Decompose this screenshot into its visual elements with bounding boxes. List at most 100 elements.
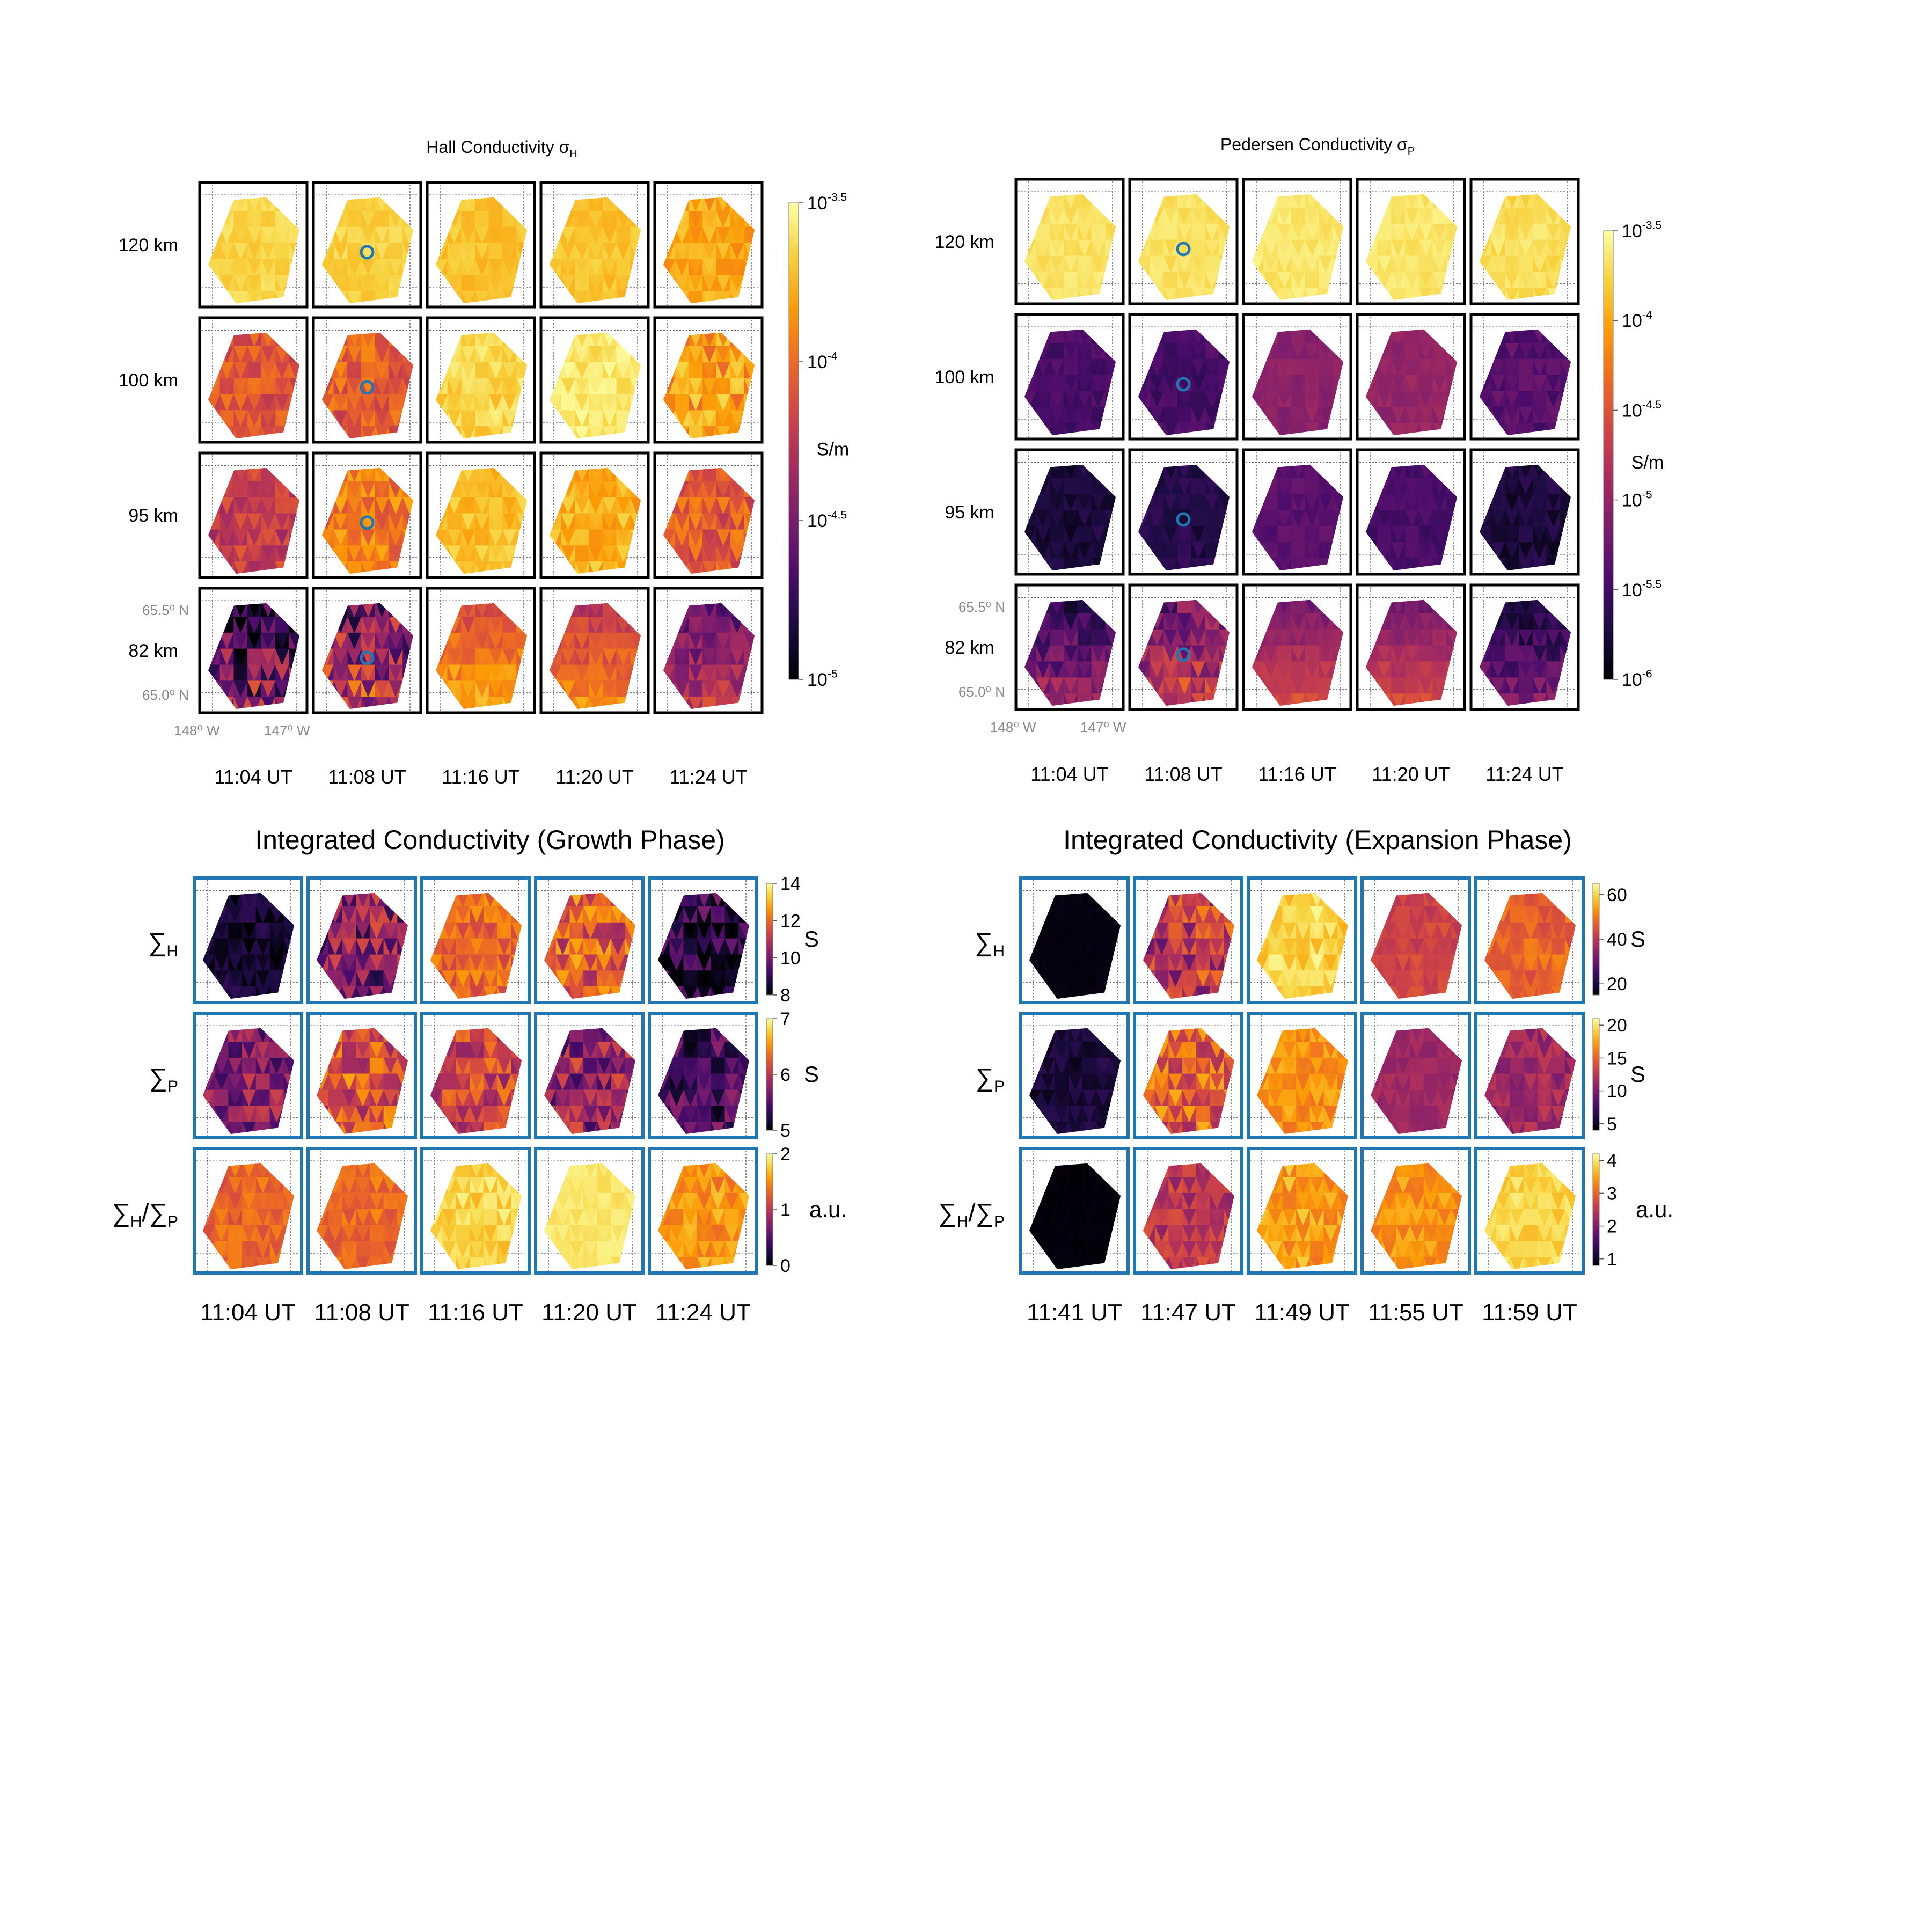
colorbar-unit: S/m: [1631, 452, 1664, 473]
location-marker-icon: [360, 380, 375, 395]
map-tile: [420, 876, 531, 1004]
time-label: 11:04 UT: [1030, 763, 1108, 785]
colorbar-tick-label: 5: [1607, 1114, 1617, 1135]
colorbar-tick-label: 14: [780, 874, 801, 894]
tile-border: [1474, 1012, 1585, 1139]
tile-border: [198, 587, 309, 714]
colorbar: [1603, 230, 1614, 680]
tile-border: [1356, 178, 1466, 305]
time-label: 11:59 UT: [1482, 1299, 1577, 1326]
row-label: 100 km: [935, 367, 995, 387]
colorbar-tick-label: 10-4: [1622, 309, 1652, 331]
panel-title: Integrated Conductivity (Growth Phase): [255, 825, 724, 855]
map-tile: [539, 316, 650, 444]
map-tile: [653, 587, 764, 714]
map-tile: [1247, 876, 1357, 1004]
map-tile: [306, 876, 417, 1004]
tile-border: [1128, 448, 1239, 576]
tile-border: [648, 1147, 758, 1275]
tile-border: [193, 1012, 303, 1139]
map-tile: [1133, 876, 1243, 1004]
row-label: 120 km: [119, 235, 179, 255]
row-label: ∑H: [975, 928, 1005, 960]
tile-border: [653, 181, 764, 309]
map-tile: [653, 181, 764, 309]
map-tile: [1360, 876, 1471, 1004]
colorbar: [766, 883, 773, 996]
tile-border: [534, 876, 645, 1004]
colorbar-tick-label: 10-5: [807, 668, 838, 690]
map-tile: [1474, 876, 1585, 1004]
colorbar-tick-label: 0: [780, 1256, 791, 1276]
row-label: 95 km: [945, 502, 994, 523]
time-label: 11:24 UT: [669, 766, 747, 788]
colorbar-tick-label: 1: [780, 1200, 791, 1220]
time-label: 11:08 UT: [328, 766, 406, 788]
tile-border: [534, 1012, 645, 1139]
colorbar-tick-label: 10: [780, 948, 801, 969]
map-tile: [653, 451, 764, 579]
map-tile: [1247, 1147, 1357, 1275]
map-tile: [426, 181, 536, 309]
tile-border: [1360, 1147, 1471, 1275]
tile-border: [1469, 313, 1580, 441]
tile-border: [653, 451, 764, 579]
map-tile: [1242, 583, 1352, 711]
tile-border: [1360, 876, 1471, 1004]
tile-border: [312, 181, 422, 309]
location-marker-icon: [1176, 512, 1191, 527]
tile-border: [312, 587, 422, 714]
colorbar-tick-label: 10-4.5: [807, 509, 847, 531]
map-tile: [312, 587, 422, 714]
tile-border: [193, 876, 303, 1004]
map-tile: [193, 876, 303, 1004]
map-tile: [1019, 876, 1130, 1004]
colorbar-tick-label: 3: [1607, 1183, 1617, 1204]
tile-border: [1356, 583, 1466, 711]
colorbar-tick-label: 60: [1607, 885, 1627, 905]
row-label: 120 km: [935, 232, 995, 252]
map-tile: [420, 1147, 531, 1275]
tile-border: [1356, 313, 1466, 441]
map-tile: [534, 1147, 645, 1275]
tile-border: [1128, 178, 1239, 305]
tile-border: [1133, 876, 1243, 1004]
map-tile: [1474, 1147, 1585, 1275]
tile-border: [1469, 448, 1580, 576]
colorbar-tick-label: 10-3.5: [1622, 219, 1662, 241]
tile-border: [1014, 583, 1125, 711]
row-label: 82 km: [128, 641, 178, 661]
map-tile: [312, 316, 422, 444]
colorbar-tick-label: 10: [1607, 1081, 1627, 1102]
panel-title: Integrated Conductivity (Expansion Phase…: [1063, 825, 1572, 855]
colorbar-tick-label: 8: [780, 985, 791, 1006]
colorbar-unit: S/m: [817, 440, 849, 460]
colorbar-tick-label: 7: [780, 1009, 791, 1029]
panel-title: Hall Conductivity σH: [426, 137, 577, 160]
tile-border: [1133, 1012, 1243, 1139]
tile-border: [1469, 178, 1580, 305]
colorbar: [1592, 1018, 1600, 1131]
time-label: 11:55 UT: [1368, 1299, 1463, 1326]
tile-border: [1019, 1147, 1130, 1275]
map-tile: [1356, 448, 1466, 576]
map-tile: [653, 316, 764, 444]
colorbar-tick-label: 6: [780, 1065, 791, 1085]
map-tile: [1356, 178, 1466, 305]
map-tile: [1242, 178, 1352, 305]
colorbar-unit: S: [804, 1062, 819, 1087]
map-tile: [1360, 1012, 1471, 1139]
colorbar-tick-label: 10-5.5: [1622, 579, 1662, 601]
map-tile: [539, 587, 650, 714]
map-tile: [426, 587, 536, 714]
location-marker-icon: [360, 650, 375, 665]
tile-border: [1133, 1147, 1243, 1275]
time-label: 11:20 UT: [1372, 763, 1450, 785]
tile-border: [1247, 1012, 1357, 1139]
tile-border: [1474, 876, 1585, 1004]
map-tile: [426, 316, 536, 444]
map-tile: [1469, 313, 1580, 441]
map-tile: [1469, 448, 1580, 576]
tile-border: [1247, 1147, 1357, 1275]
map-tile: [648, 1147, 758, 1275]
